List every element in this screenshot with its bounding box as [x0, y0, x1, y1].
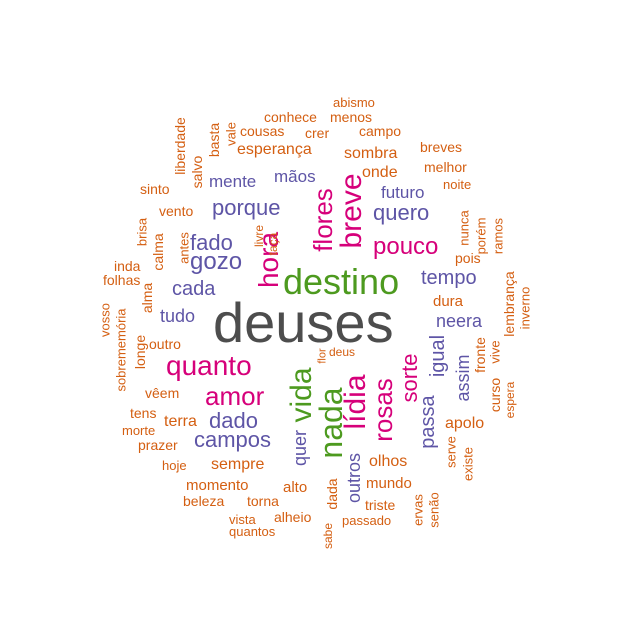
- word-calma: calma: [150, 233, 166, 271]
- word-alma: alma: [139, 282, 155, 314]
- word-basta: basta: [206, 122, 222, 158]
- word-dado: dado: [209, 408, 258, 433]
- word-destino: destino: [283, 261, 400, 302]
- word-vosso: vosso: [97, 303, 113, 337]
- word-sinto: sinto: [140, 181, 170, 197]
- word-campo: campo: [359, 123, 402, 139]
- word-sempre: sempre: [211, 456, 265, 473]
- word-maos: mãos: [274, 167, 316, 186]
- word-alto: alto: [283, 479, 308, 496]
- word-outro: outro: [149, 336, 181, 352]
- word-terra: terra: [164, 413, 197, 430]
- word-espera: espera: [503, 381, 517, 419]
- word-quero: quero: [373, 200, 430, 225]
- word-sabe: sabe: [321, 522, 335, 550]
- word-futuro: futuro: [381, 183, 425, 202]
- word-quer: quer: [290, 429, 310, 467]
- word-liberdade: liberdade: [172, 117, 188, 175]
- word-flores: flores: [308, 188, 338, 252]
- word-morte: morte: [122, 423, 156, 438]
- word-fronte: fronte: [472, 337, 488, 373]
- word-passa: passa: [417, 395, 439, 449]
- word-tudo: tudo: [160, 306, 196, 326]
- word-existe: existe: [460, 447, 476, 481]
- word-ramos: ramos: [490, 217, 506, 255]
- word-alheio: alheio: [274, 509, 312, 525]
- word-beleza: beleza: [183, 493, 225, 509]
- word-sobrememoria: sobrememória: [113, 308, 129, 392]
- word-livre: livre: [252, 224, 266, 248]
- word-quantos: quantos: [229, 524, 276, 539]
- word-menos: menos: [330, 109, 373, 125]
- word-inverno: inverno: [517, 286, 533, 330]
- word-ervas: ervas: [410, 494, 426, 526]
- word-igual: igual: [427, 334, 449, 378]
- word-taca: taça: [266, 232, 280, 256]
- word-breves: breves: [420, 139, 463, 155]
- word-passado: passado: [342, 513, 392, 528]
- word-esperanca: esperança: [237, 141, 312, 158]
- word-cada: cada: [172, 278, 216, 300]
- word-veem: vêem: [145, 385, 180, 401]
- word-nunca: nunca: [456, 210, 472, 246]
- word-rosas: rosas: [368, 378, 398, 442]
- word-vento: vento: [159, 203, 194, 219]
- word-conhece: conhece: [264, 109, 317, 125]
- word-salvo: salvo: [189, 155, 205, 189]
- word-pouco: pouco: [373, 233, 439, 260]
- word-amor: amor: [205, 381, 265, 411]
- word-antes: antes: [176, 232, 192, 264]
- word-vive: vive: [487, 340, 503, 364]
- word-assim: assim: [453, 354, 473, 402]
- word-dada: dada: [324, 478, 340, 510]
- word-folhas: folhas: [103, 272, 141, 288]
- word-onde: onde: [362, 164, 398, 181]
- word-vista: vista: [229, 512, 256, 527]
- word-olhos: olhos: [369, 453, 408, 470]
- word-breve: breve: [335, 173, 368, 249]
- word-abismo: abismo: [333, 95, 375, 110]
- word-torna: torna: [247, 493, 279, 509]
- word-quanto: quanto: [166, 350, 252, 381]
- word-hoje: hoje: [162, 458, 187, 473]
- word-prazer: prazer: [138, 437, 178, 453]
- word-sombra: sombra: [344, 145, 398, 162]
- word-serve: serve: [443, 436, 459, 468]
- word-deus: deus: [329, 345, 356, 359]
- word-momento: momento: [186, 477, 249, 494]
- word-porque: porque: [212, 195, 281, 220]
- word-neera: neera: [436, 311, 483, 331]
- word-mundo: mundo: [366, 475, 412, 492]
- word-curso: curso: [487, 377, 503, 413]
- word-noite: noite: [443, 177, 472, 192]
- word-tempo: tempo: [421, 267, 477, 289]
- word-porem: porém: [473, 217, 489, 255]
- word-dura: dura: [433, 293, 464, 310]
- word-cousas: cousas: [240, 123, 285, 139]
- word-longe: longe: [132, 334, 148, 370]
- word-gozo: gozo: [190, 248, 243, 275]
- word-lembranca: lembrança: [501, 271, 517, 337]
- word-brisa: brisa: [134, 217, 150, 247]
- word-triste: triste: [365, 497, 396, 513]
- word-mente: mente: [209, 172, 257, 191]
- word-outros: outros: [344, 452, 364, 504]
- word-apolo: apolo: [445, 415, 485, 432]
- word-lidia: lídia: [339, 374, 372, 430]
- word-inda: inda: [114, 258, 141, 274]
- word-vale: vale: [223, 122, 239, 146]
- word-deuses: deuses: [213, 291, 394, 354]
- word-crer: crer: [305, 125, 330, 141]
- word-senao: senão: [426, 492, 442, 528]
- word-flor: flor: [316, 348, 329, 364]
- word-tens: tens: [130, 405, 157, 421]
- word-fado: fado: [190, 230, 233, 255]
- word-melhor: melhor: [424, 159, 467, 175]
- word-pois: pois: [455, 250, 481, 266]
- word-campos: campos: [194, 427, 272, 452]
